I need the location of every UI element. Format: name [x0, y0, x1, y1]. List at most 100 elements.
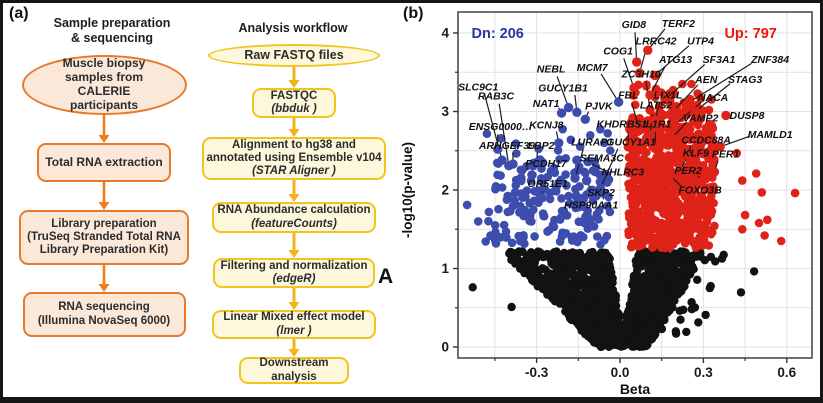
gene-label-NACA: NACA: [698, 92, 728, 104]
step-text-line: RNA sequencing: [58, 301, 150, 314]
step-text-line: Library preparation: [51, 217, 157, 230]
down-count-annotation: Dn: 206: [471, 26, 523, 42]
gene-label-CCDC88A: CCDC88A: [681, 134, 731, 146]
gene-label-AEN: AEN: [694, 74, 718, 86]
gene-label-MCM7: MCM7: [577, 62, 609, 74]
analysis-step-6: Linear Mixed effect model (lmer ): [212, 310, 376, 339]
analysis-title: Analysis workflow: [238, 21, 348, 35]
analysis-step-4: RNA Abundance calculation (featureCounts): [212, 202, 376, 233]
gene-label-LURAP1: LURAP1: [571, 137, 613, 149]
step-tool-name: (STAR Aligner ): [252, 165, 336, 178]
step-text-line: Muscle biopsy: [62, 56, 146, 71]
gene-label-FOXO3B: FOXO3B: [679, 185, 723, 197]
step-text-line: participants: [69, 97, 138, 112]
flow-arrow-icon: [288, 180, 300, 202]
gene-label-SLC9C1: SLC9C1: [458, 82, 498, 94]
gene-label-GUCY1A1: GUCY1A1: [606, 137, 656, 149]
gene-label-PER2: PER2: [674, 165, 702, 177]
gene-label-MAMLD1: MAMLD1: [748, 129, 793, 141]
ns-points: [468, 247, 759, 352]
step-text-line: Linear Mixed effect model: [223, 311, 365, 324]
analysis-step-3: Alignment to hg38 and annotated using Ens…: [202, 137, 386, 180]
gene-label-ENSG0000: ENSG0000…: [469, 121, 533, 133]
y-tick-label: 1: [441, 261, 449, 276]
flow-arrow-icon: [288, 118, 300, 137]
gene-label-LRRC42: LRRC42: [636, 35, 677, 47]
gene-label-LIX1L: LIX1L: [654, 90, 683, 102]
gene-label-PJVK: PJVK: [585, 101, 614, 113]
step-text-line: Total RNA extraction: [45, 154, 163, 169]
step-text-line: Raw FASTQ files: [244, 48, 344, 63]
step-tool-name: (lmer ): [276, 324, 312, 337]
gene-label-IL1R1: IL1R1: [643, 119, 672, 131]
y-tick-label: 2: [441, 183, 449, 198]
step-text-line: Alignment to hg38 and: [232, 138, 356, 151]
flow-arrow-icon: [288, 288, 300, 310]
sample_prep-step-1: Muscle biopsy samples from CALERIE particip…: [21, 55, 187, 115]
gene-label-FBL: FBL: [618, 90, 638, 102]
gene-label-ATG13: ATG13: [658, 54, 692, 66]
gene-label-KHDRBS1: KHDRBS1: [597, 119, 648, 131]
gene-label-TERF2: TERF2: [662, 18, 695, 30]
up-count-annotation: Up: 797: [724, 26, 776, 42]
gene-label-ZC3H10: ZC3H10: [621, 68, 661, 80]
analysis-step-1: Raw FASTQ files: [208, 44, 380, 67]
step-text-line: Library Preparation Kit): [39, 244, 169, 257]
flow-arrow-icon: [288, 67, 300, 88]
axes: -0.3 0.0 0.3 0.6 0 1 2 3 4: [441, 26, 796, 381]
gene-label-PER1: PER1: [712, 148, 740, 160]
gene-label-SEMA3C: SEMA3C: [580, 152, 624, 164]
step-text-line: samples from: [64, 70, 144, 85]
analysis-step-2: FASTQC (bbduk ): [252, 88, 336, 118]
step-text-line: (Illumina NovaSeq 6000): [37, 314, 171, 327]
gene-label-ARHGEF39: ARHGEF39: [478, 140, 535, 152]
step-text-line: CALERIE: [77, 84, 131, 98]
y-tick-label: 3: [441, 104, 449, 119]
gene-label-LATS2: LATS2: [640, 100, 673, 112]
step-text-line: (TruSeq Stranded Total RNA: [27, 230, 181, 243]
y-tick-label: 4: [441, 26, 449, 41]
flow-arrow-icon: [288, 339, 300, 357]
gene-label-SKP2: SKP2: [587, 187, 615, 199]
gene-label-GUCY1B1: GUCY1B1: [538, 82, 588, 94]
x-tick-label: -0.3: [525, 365, 549, 380]
gene-labeled-points: [493, 45, 731, 203]
gene-label-NAT1: NAT1: [533, 98, 560, 110]
gene-label-UTP4: UTP4: [687, 35, 714, 47]
gene-label-PCDH17: PCDH17: [525, 158, 568, 170]
flow-arrow-icon: [288, 233, 300, 258]
step-text-line: analysis: [271, 370, 317, 383]
step-tool-name: (bbduk ): [271, 103, 317, 115]
sample_prep-title: Sample preparation & sequencing: [53, 16, 171, 46]
gene-label-NHLRC3: NHLRC3: [602, 166, 645, 178]
gene-label-SF3A1: SF3A1: [703, 54, 736, 66]
x-axis-title: Beta: [620, 381, 651, 397]
gene-label-DUSP8: DUSP8: [729, 110, 764, 122]
gene-label-VAMP2: VAMP2: [683, 112, 719, 124]
step-tool-name: (edgeR): [272, 273, 316, 285]
step-text-line: Filtering and normalization: [220, 259, 368, 272]
gene-label-STAG3: STAG3: [728, 74, 762, 86]
flow-arrow-icon: [98, 115, 110, 143]
gene-label-OR51E1: OR51E1: [528, 178, 568, 190]
x-tick-label: 0.6: [777, 365, 796, 380]
sample_prep-step-4: RNA sequencing (Illumina NovaSeq 6000): [22, 292, 186, 337]
flow-arrow-icon: [98, 265, 110, 292]
flow-arrow-icon: [98, 182, 110, 210]
gene-label-KCNJ8: KCNJ8: [529, 119, 564, 131]
step-text-line: Downstream: [259, 357, 329, 370]
sample_prep-step-2: Total RNA extraction: [37, 143, 171, 182]
x-tick-label: 0.3: [694, 365, 713, 380]
y-tick-label: 0: [441, 340, 449, 355]
analysis-step-7: Downstream analysis: [239, 357, 349, 384]
step-text-line: FASTQC: [270, 89, 318, 102]
analysis-step-5: Filtering and normalization (edgeR): [213, 258, 375, 288]
gene-callout-lines: [484, 28, 752, 200]
step-text-line: annotated using Ensemble v104: [206, 151, 382, 164]
gene-label-HSP90AA1: HSP90AA1: [564, 199, 618, 211]
sample_prep-step-3: Library preparation (TruSeq Stranded Tota…: [19, 210, 189, 265]
step-text-line: RNA Abundance calculation: [217, 204, 371, 217]
